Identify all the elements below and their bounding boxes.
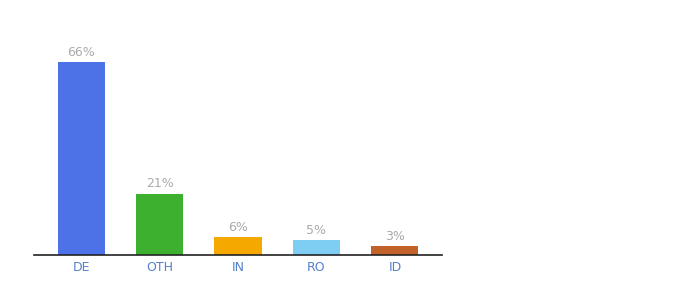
Text: 5%: 5%	[307, 224, 326, 237]
Text: 21%: 21%	[146, 177, 173, 190]
Bar	[214, 238, 262, 255]
Bar	[293, 240, 340, 255]
Text: 6%: 6%	[228, 221, 248, 234]
Text: 66%: 66%	[67, 46, 95, 59]
Bar	[371, 246, 418, 255]
Bar	[136, 194, 183, 255]
Text: 3%: 3%	[385, 230, 405, 243]
Bar	[58, 62, 105, 255]
